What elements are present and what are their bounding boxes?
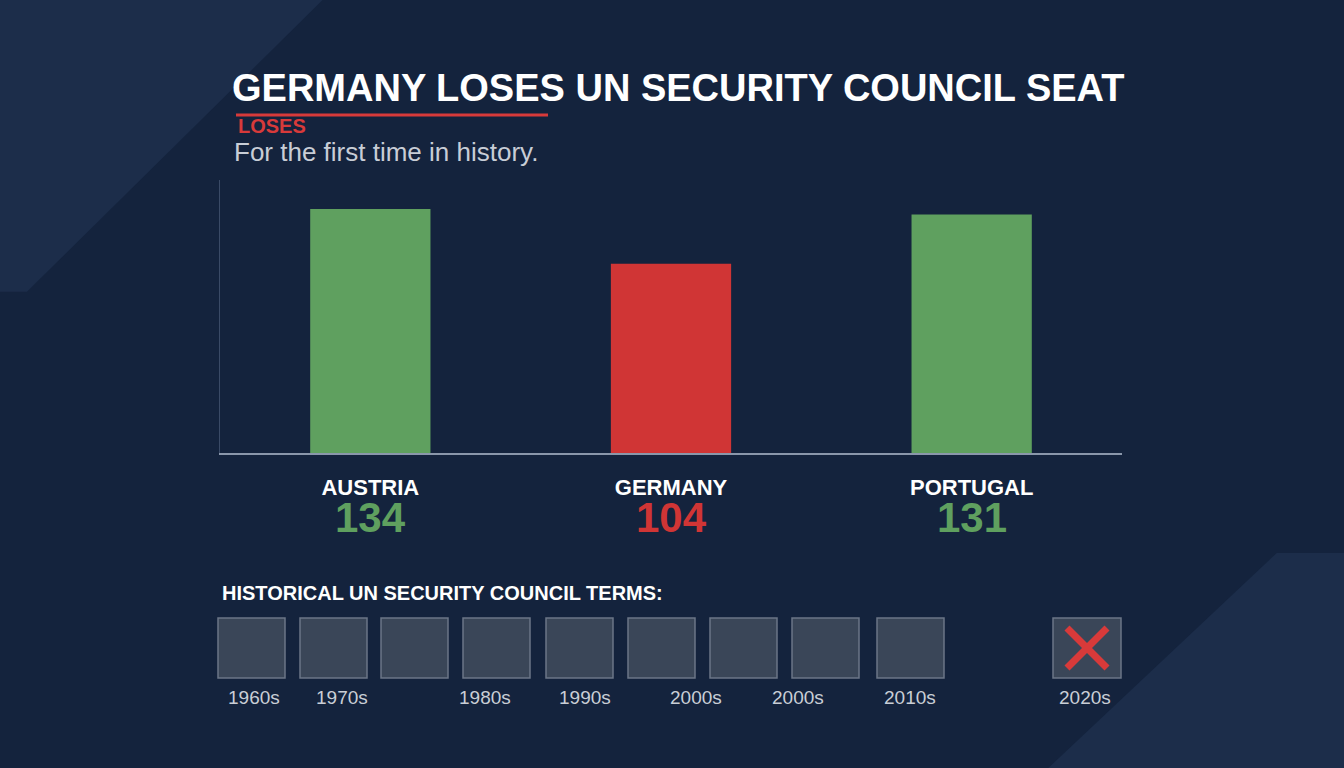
svg-text:2000s: 2000s (670, 687, 722, 708)
svg-text:1960s: 1960s (228, 687, 280, 708)
svg-text:131: 131 (937, 494, 1007, 541)
svg-text:GERMANY LOSES UN SECURITY COUN: GERMANY LOSES UN SECURITY COUNCIL SEAT (232, 67, 1124, 109)
svg-text:2000s: 2000s (772, 687, 824, 708)
svg-text:1980s: 1980s (459, 687, 511, 708)
svg-text:1990s: 1990s (559, 687, 611, 708)
svg-text:2010s: 2010s (884, 687, 936, 708)
svg-text:For the first time in history.: For the first time in history. (234, 137, 538, 167)
svg-text:PORTUGAL: PORTUGAL (910, 475, 1033, 500)
svg-text:134: 134 (335, 494, 406, 541)
svg-text:HISTORICAL UN SECURITY COUNCIL: HISTORICAL UN SECURITY COUNCIL TERMS: (222, 582, 663, 604)
svg-text:AUSTRIA: AUSTRIA (321, 475, 419, 500)
svg-text:1970s: 1970s (316, 687, 368, 708)
svg-text:104: 104 (636, 494, 707, 541)
svg-text:GERMANY: GERMANY (615, 475, 728, 500)
svg-text:2020s: 2020s (1059, 687, 1111, 708)
svg-text:LOSES: LOSES (238, 115, 306, 137)
